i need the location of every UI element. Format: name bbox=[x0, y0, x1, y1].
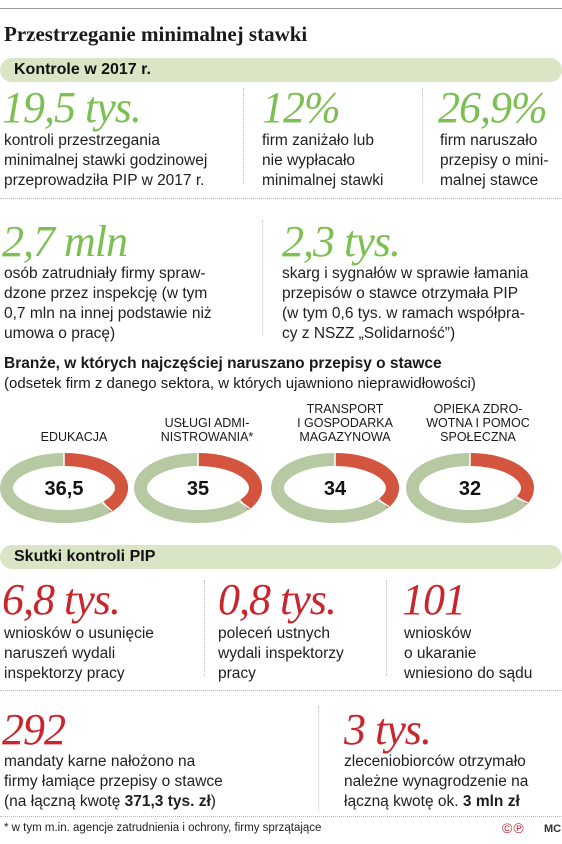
donut-1: 36,5 bbox=[0, 453, 128, 523]
donut-4: 32 bbox=[406, 453, 534, 523]
donut-value-label: 34 bbox=[324, 478, 347, 500]
stat-value: 2,7 mln bbox=[2, 217, 128, 266]
stat-value: 19,5 tys. bbox=[2, 83, 142, 132]
segment-separator bbox=[377, 499, 390, 508]
category-label: USŁUGI ADMI- NISTROWANIA* bbox=[160, 416, 254, 444]
divider bbox=[262, 220, 263, 335]
publisher-logo: ©℗ bbox=[502, 820, 525, 836]
stat-value: 292 bbox=[2, 705, 66, 754]
divider bbox=[318, 706, 319, 810]
stat-value: 2,3 tys. bbox=[282, 217, 401, 266]
donut-3: 34 bbox=[271, 453, 399, 523]
divider bbox=[0, 816, 562, 817]
divider bbox=[0, 690, 562, 691]
chart-subtitle: (odsetek firm z danego sektora, w któryc… bbox=[4, 375, 476, 392]
stat-text: mandaty karne nałożono na firmy łamiące … bbox=[4, 753, 223, 810]
donut-value-segment bbox=[334, 453, 399, 509]
donut-value-label: 32 bbox=[459, 478, 481, 500]
section-band-effects: Skutki kontroli PIP bbox=[0, 545, 562, 569]
stat-description: wniosków o ukaranie wniesiono do sądu bbox=[404, 625, 533, 682]
donut-2: 35 bbox=[134, 453, 262, 523]
category-label: EDUKACJA bbox=[40, 430, 108, 444]
donut-value-label: 35 bbox=[187, 478, 209, 500]
stat-value: 101 bbox=[402, 575, 466, 624]
divider bbox=[386, 580, 387, 676]
divider bbox=[243, 88, 244, 184]
segment-separator bbox=[515, 496, 529, 504]
stat-description: mandaty karne nałożono na firmy łamiące … bbox=[4, 752, 223, 812]
stat-description: wniosków o usunięcie naruszeń wydali ins… bbox=[4, 625, 154, 682]
donut-value-segment bbox=[469, 453, 534, 505]
stat-amount: 371,3 tys. zł bbox=[124, 793, 211, 810]
stat-value: 12% bbox=[262, 83, 341, 132]
stat-value: 0,8 tys. bbox=[218, 575, 337, 624]
divider bbox=[0, 198, 562, 199]
donut-value-segment bbox=[197, 453, 262, 511]
category-label: OPIEKA ZDRO- WOTNA I POMOC SPOŁECZNA bbox=[426, 402, 530, 444]
donut-value-label: 36,5 bbox=[45, 478, 84, 500]
stat-description: firm naruszało przepisy o mini- malnej s… bbox=[440, 132, 549, 189]
stat-text: zleceniobiorców otrzymało należne wynagr… bbox=[344, 753, 529, 810]
stat-description: zleceniobiorców otrzymało należne wynagr… bbox=[344, 752, 528, 812]
stat-description: firm zaniżało lub nie wypłacało minimaln… bbox=[262, 132, 384, 189]
stat-description: poleceń ustnych wydali inspektorzy pracy bbox=[218, 625, 344, 682]
stat-description: kontroli przestrzegania minimalnej stawk… bbox=[4, 132, 208, 189]
section-band-controls: Kontrole w 2017 r. bbox=[0, 58, 562, 82]
stat-amount: 3 mln zł bbox=[462, 793, 520, 810]
divider bbox=[204, 580, 205, 676]
chart-title: Branże, w których najczęściej naruszano … bbox=[4, 355, 442, 372]
segment-separator bbox=[238, 500, 251, 510]
segment-separator bbox=[101, 501, 113, 512]
donut-charts: 36,5 35 34 32 bbox=[0, 453, 534, 523]
donut-value-segment bbox=[63, 453, 128, 513]
section-label: Skutki kontroli PIP bbox=[14, 548, 156, 565]
stat-value: 6,8 tys. bbox=[2, 575, 121, 624]
stat-value: 26,9% bbox=[438, 83, 548, 132]
stat-description: skarg i sygnałów w sprawie łamania przep… bbox=[282, 265, 529, 342]
section-label: Kontrole w 2017 r. bbox=[14, 61, 151, 78]
divider bbox=[422, 88, 423, 184]
top-rule bbox=[0, 8, 562, 9]
stat-value: 3 tys. bbox=[344, 705, 432, 754]
author-credit: MC bbox=[544, 823, 562, 835]
stat-text-tail: ) bbox=[210, 793, 216, 810]
footnote: * w tym m.in. agencje zatrudnienia i och… bbox=[4, 822, 322, 834]
stat-description: osób zatrudniały firmy spraw- dzone prze… bbox=[4, 265, 212, 342]
page-title: Przestrzeganie minimalnej stawki bbox=[4, 22, 308, 46]
category-label: TRANSPORT I GOSPODARKA MAGAZYNOWA bbox=[297, 402, 393, 444]
